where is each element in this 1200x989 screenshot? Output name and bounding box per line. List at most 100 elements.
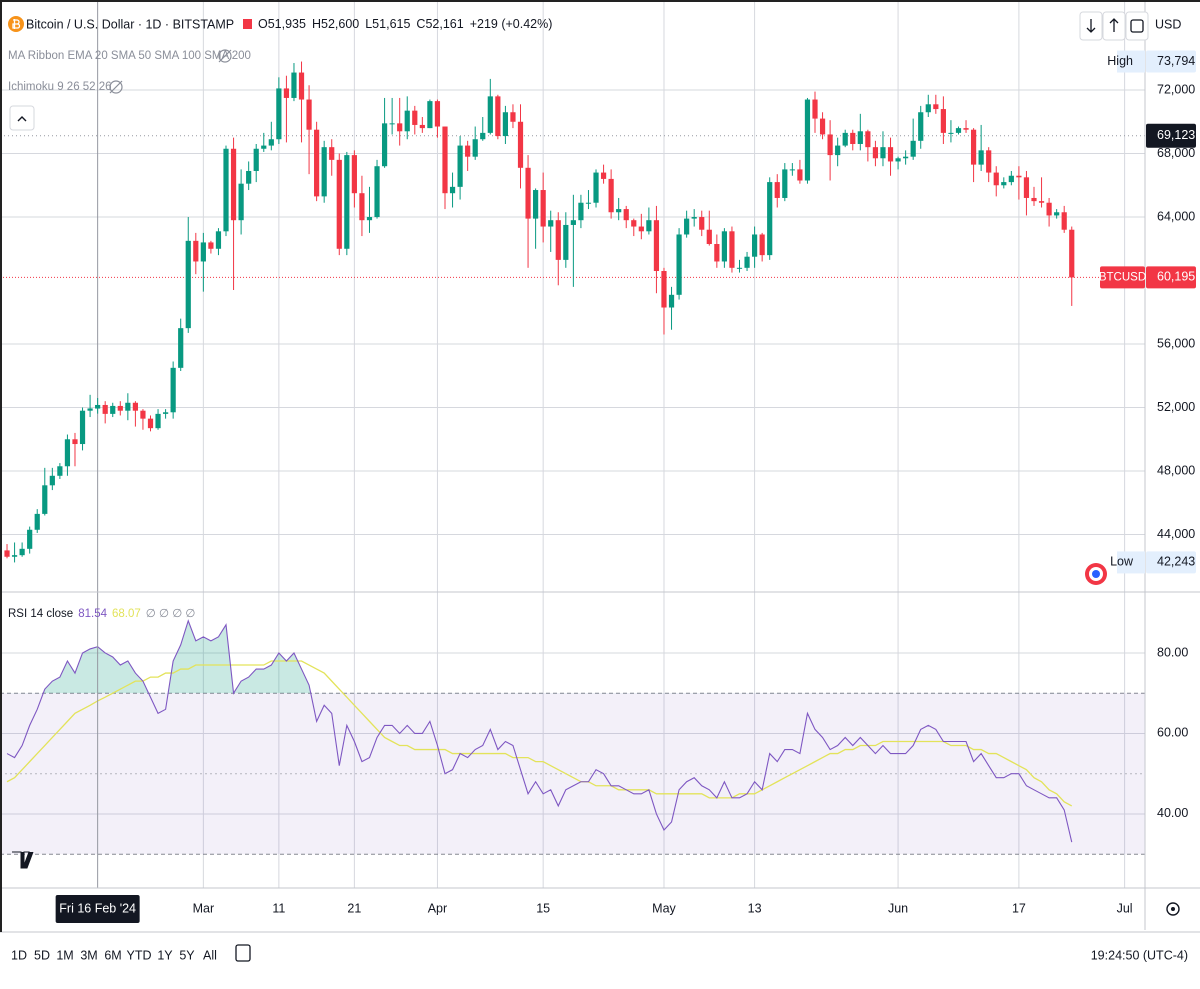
- date-range-icon[interactable]: [235, 944, 251, 962]
- candle-body: [1069, 229, 1075, 278]
- candle-body: [208, 242, 214, 249]
- collapse-icon: [17, 116, 27, 122]
- x-tick-label: 15: [536, 901, 550, 915]
- candle-body: [676, 234, 682, 295]
- candle-body: [970, 129, 977, 165]
- hidden-icon[interactable]: [218, 49, 232, 63]
- candle-body: [744, 256, 750, 268]
- maximize-button[interactable]: [1125, 11, 1149, 41]
- rsi-layer: [0, 619, 1145, 855]
- candle-body: [963, 128, 969, 130]
- indicator-ichimoku: Ichimoku 9 26 52 26: [8, 81, 112, 93]
- candle-body: [1031, 197, 1037, 202]
- settings-icon[interactable]: [1166, 902, 1180, 916]
- hidden-icon[interactable]: [109, 80, 123, 94]
- candle-body: [910, 140, 916, 157]
- period-button[interactable]: 1M: [56, 948, 73, 962]
- candle-body: [1016, 175, 1022, 178]
- candle-body: [955, 128, 962, 133]
- candle-body: [344, 155, 350, 249]
- candle-body: [548, 220, 554, 227]
- candle-body: [653, 220, 660, 271]
- candle-body: [117, 405, 123, 411]
- y-tick-label: 80.00: [1157, 645, 1188, 659]
- period-button[interactable]: 6M: [104, 948, 121, 962]
- candle-body: [608, 178, 614, 213]
- candle-body: [132, 402, 138, 411]
- maximize-icon: [1130, 19, 1144, 33]
- candle-body: [193, 240, 199, 262]
- period-button[interactable]: 5Y: [179, 948, 195, 962]
- candle-body: [4, 550, 10, 557]
- candle-body: [253, 148, 259, 171]
- candle-body: [442, 126, 448, 194]
- grid-layer: [0, 0, 1145, 888]
- candle-body: [434, 101, 441, 127]
- crosshair-date-tag: [55, 895, 140, 923]
- candle-body: [268, 139, 274, 146]
- y-tick-label: 64,000: [1157, 209, 1195, 223]
- price-tag-label: 42,243: [1157, 555, 1195, 569]
- rsi-legend-value: 68.07: [112, 608, 141, 620]
- candle-body: [465, 145, 471, 157]
- candle-body: [185, 240, 191, 329]
- candle-body: [933, 104, 939, 110]
- rsi-ma-line: [6, 660, 1073, 807]
- candle-body: [510, 112, 516, 122]
- overbought-fill: [7, 620, 1072, 694]
- candle-body: [140, 410, 146, 419]
- candle-body: [64, 439, 71, 467]
- candles: [4, 61, 1075, 563]
- candle-body: [298, 72, 305, 100]
- marker-name: High: [1107, 54, 1133, 68]
- price-tag: [1146, 551, 1196, 574]
- period-button[interactable]: 5D: [34, 948, 50, 962]
- candle-body: [850, 132, 856, 144]
- hidden-icon-slash: [109, 80, 123, 94]
- candle-body: [329, 147, 335, 160]
- rsi-title: RSI 14 close: [8, 608, 73, 620]
- candle-body: [57, 466, 63, 476]
- x-tick-label: Apr: [428, 901, 447, 915]
- period-button[interactable]: 1Y: [157, 948, 173, 962]
- crosshair-price-label: 69,123: [1157, 128, 1195, 142]
- candle-body: [940, 109, 946, 133]
- candle-body: [19, 548, 25, 556]
- candle-body: [751, 234, 758, 257]
- collapse-button[interactable]: [9, 105, 35, 131]
- x-tick-label: 11: [272, 901, 285, 915]
- candle-body: [1001, 182, 1007, 186]
- candle-body: [34, 513, 40, 530]
- candle-body: [555, 220, 561, 260]
- period-button[interactable]: All: [203, 948, 217, 962]
- indicator-ma: MA Ribbon EMA 20 SMA 50 SMA 100 SMA 200: [8, 50, 251, 62]
- candle-body: [178, 328, 184, 368]
- candle-body: [887, 147, 894, 162]
- marker-name-box: [1117, 50, 1145, 73]
- candle-body: [714, 244, 720, 262]
- x-tick-label: Jul: [1117, 901, 1133, 915]
- period-button[interactable]: YTD: [127, 948, 152, 962]
- x-tick-label: May: [652, 901, 676, 915]
- hidden-icon-slash: [218, 49, 232, 63]
- rsi-legend-extra: ∅ ∅ ∅ ∅: [146, 608, 196, 620]
- candle-body: [842, 132, 848, 146]
- candle-body: [857, 131, 863, 144]
- candle-body: [397, 123, 403, 132]
- label-layer: 44,000 48,000 52,000 56,000 64,000 68,000 72,0…: [55, 50, 1196, 923]
- period-button[interactable]: 3M: [80, 948, 97, 962]
- candle-body: [11, 555, 18, 557]
- last-price-name: BTCUSD: [1099, 271, 1146, 283]
- y-tick-label: 44,000: [1157, 527, 1195, 541]
- settings-icon-dot: [1171, 907, 1175, 911]
- candle-body: [374, 166, 380, 218]
- candle-layer: [0, 0, 1145, 888]
- candle-body: [782, 169, 788, 198]
- ohlc-value: H52,600: [312, 17, 359, 31]
- candle-body: [314, 129, 320, 197]
- candle-body: [412, 110, 418, 125]
- candle-body: [215, 231, 222, 249]
- candle-body: [880, 147, 886, 159]
- currency[interactable]: USD: [1155, 17, 1181, 31]
- period-button[interactable]: 1D: [11, 948, 27, 962]
